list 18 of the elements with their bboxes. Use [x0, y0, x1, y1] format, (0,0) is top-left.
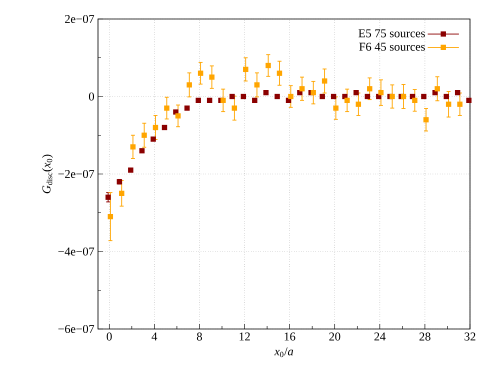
x-tick-label: 32 [464, 332, 476, 341]
y-tick-label: −4e−07 [58, 247, 94, 256]
x-axis-title: x$_{0}$/a [274, 347, 294, 358]
y-tick-label: −6e−07 [58, 324, 94, 334]
x-tick-label: 4 [152, 332, 158, 340]
y-tick-label: 0 [88, 92, 94, 101]
x-tick-label: 24 [374, 332, 386, 340]
x-tick-label: 8 [196, 332, 202, 341]
x-tick-label: 20 [329, 332, 340, 341]
x-tick-label: 12 [240, 332, 250, 340]
x-tick-label: 0 [106, 332, 112, 341]
y-axis-title: G$_{disc}$(x$_{0}$) [42, 154, 53, 194]
y-tick-label: 2e−07 [65, 14, 94, 24]
y-tick-label: −2e−07 [58, 170, 94, 178]
legend-label: F6 45 sources [359, 42, 425, 51]
x-tick-label: 28 [419, 332, 430, 341]
x-tick-label: 16 [284, 332, 296, 341]
legend-label: E5 75 sources [358, 29, 425, 38]
